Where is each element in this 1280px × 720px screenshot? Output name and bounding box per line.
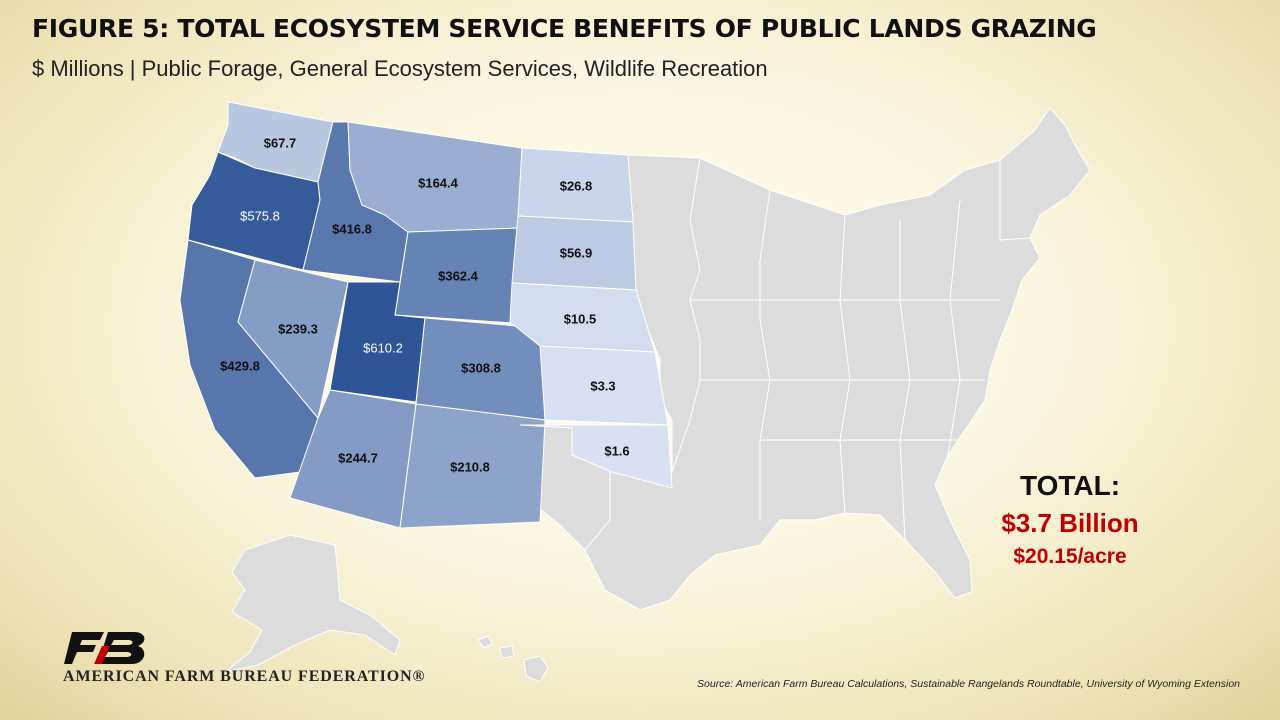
state-labels: $67.7 $575.8 $429.8 $416.8 $239.3 $164.4 $362.…	[220, 135, 630, 474]
data-states	[179, 101, 673, 529]
state-value-label-nm: $210.8	[450, 459, 490, 474]
state-value-label-ut: $610.2	[363, 340, 403, 355]
state-shape-az	[289, 389, 417, 529]
figure-title: FIGURE 5: TOTAL ECOSYSTEM SERVICE BENEFI…	[32, 14, 1097, 43]
state-value-label-co: $308.8	[461, 360, 501, 375]
org-name: AMERICAN FARM BUREAU FEDERATION®	[63, 668, 426, 685]
total-per-acre: $20.15/acre	[1013, 545, 1127, 568]
state-value-label-wa: $67.7	[264, 135, 297, 150]
state-value-label-ca: $429.8	[220, 358, 260, 373]
total-value: $3.7 Billion	[1001, 508, 1139, 538]
state-shape-nm	[399, 403, 546, 529]
state-shape-ok	[519, 424, 673, 489]
state-value-label-az: $244.7	[338, 450, 378, 465]
source-note: Source: American Farm Bureau Calculation…	[697, 678, 1240, 690]
state-value-label-nd: $26.8	[560, 178, 593, 193]
non-data-states	[224, 107, 1091, 683]
state-value-label-ks: $3.3	[590, 378, 615, 393]
total-label: TOTAL:	[1019, 470, 1121, 501]
state-value-label-wy: $362.4	[438, 268, 479, 283]
state-value-label-id: $416.8	[332, 221, 372, 236]
state-value-label-ok: $1.6	[604, 443, 629, 458]
state-shape-alaska	[224, 534, 401, 673]
state-value-label-nv: $239.3	[278, 321, 318, 336]
state-value-label-ne: $10.5	[564, 311, 597, 326]
farm-bureau-logo-icon	[64, 632, 145, 664]
total-summary: TOTAL: $3.7 Billion $20.15/acre	[950, 470, 1190, 569]
figure-subtitle: $ Millions | Public Forage, General Ecos…	[32, 56, 768, 81]
state-shape-hawaii	[477, 635, 549, 683]
state-value-label-sd: $56.9	[560, 245, 593, 260]
state-value-label-mt: $164.4	[418, 175, 459, 190]
state-value-label-or: $575.8	[240, 208, 280, 223]
